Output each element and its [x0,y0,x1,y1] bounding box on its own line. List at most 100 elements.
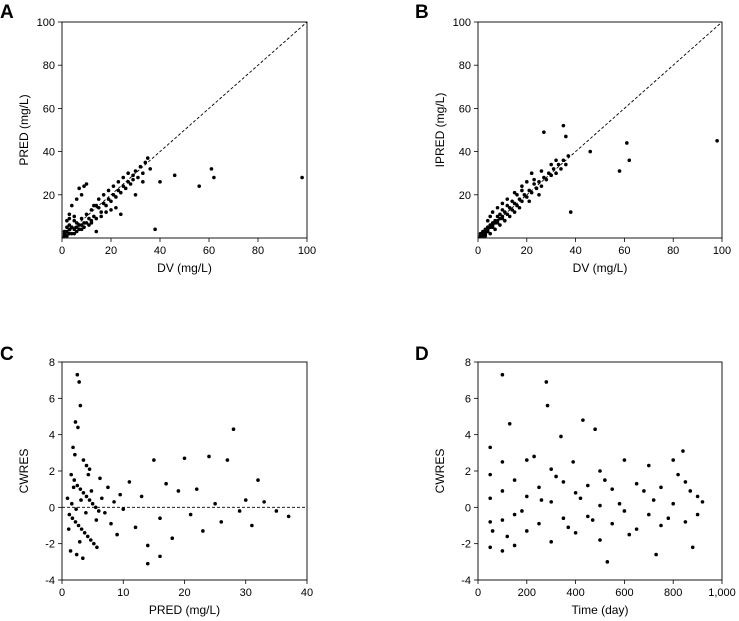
y-tick-label: 40 [43,147,55,159]
data-point [84,463,89,468]
data-point [96,205,101,210]
data-point [225,458,230,462]
data-point [695,512,700,517]
data-point [133,193,138,197]
panel-letter: A [0,2,14,23]
data-point [545,403,550,408]
data-point [145,156,150,160]
y-tick-label: 20 [459,190,471,202]
data-point [76,523,81,528]
data-point [573,530,578,535]
x-axis-title: Time (day) [572,603,629,617]
data-point [522,193,527,197]
data-point [188,512,193,517]
data-point [143,160,148,165]
x-tick-label: 400 [566,587,584,599]
data-point [145,561,150,566]
data-point [500,201,505,206]
data-point [542,175,546,180]
x-tick-label: 60 [618,245,630,257]
data-point [138,164,143,169]
data-point [88,538,93,542]
data-point [74,229,79,234]
y-tick-label: 60 [43,103,55,115]
data-point [72,214,77,219]
data-point [74,507,78,511]
data-point [507,205,512,210]
data-point [106,188,111,193]
data-point [622,458,627,462]
y-tick-label: 20 [43,190,55,202]
panel-letter: C [0,344,14,365]
data-point [116,180,121,184]
data-point [119,190,123,195]
panel-letter: B [415,2,429,23]
data-points [488,372,705,564]
data-point [505,534,510,539]
data-point [525,529,529,533]
x-tick-label: 40 [569,245,581,257]
data-point [78,403,83,408]
x-tick-label: 100 [713,245,731,257]
data-point [89,489,94,493]
data-point [104,203,108,208]
data-point [101,193,106,197]
data-point [695,494,700,499]
data-point [485,229,490,234]
x-tick-label: 0 [59,587,65,599]
data-point [586,483,590,488]
data-point [488,214,493,219]
data-point [70,516,75,521]
data-point [534,186,539,191]
data-point [495,221,500,225]
data-point [503,218,507,223]
data-point [505,203,510,208]
data-point [525,494,529,499]
data-point [537,193,541,197]
data-points [62,156,304,238]
data-point [136,175,140,180]
data-point [500,518,505,522]
data-point [610,521,614,526]
data-point [549,540,553,544]
data-point [243,498,248,502]
y-tick-label: 100 [37,17,55,29]
data-point [529,190,534,195]
data-point [78,487,83,491]
x-tick-label: 10 [117,587,129,599]
data-point [262,500,266,504]
data-point [527,199,532,204]
data-point [490,529,495,533]
data-point [86,472,91,477]
data-point [219,520,224,524]
data-point [65,225,69,229]
data-point [75,372,80,377]
data-point [495,205,500,210]
data-points [65,372,291,566]
data-point [544,177,549,182]
data-point [542,130,546,134]
data-point [231,427,236,432]
data-point [67,227,72,232]
data-point [72,218,77,223]
data-point [131,173,135,178]
data-point [94,216,99,221]
data-point [488,545,493,550]
data-point [71,485,76,490]
x-tick-label: 20 [521,245,533,257]
data-point [520,199,524,204]
data-point [197,184,201,188]
data-point [488,231,493,236]
data-point [106,485,110,490]
data-point [588,149,593,154]
data-point [512,210,517,214]
data-point [681,449,685,453]
data-point [566,154,571,158]
data-point [158,554,162,559]
data-point [573,491,578,495]
data-point [71,445,75,450]
data-point [73,520,78,524]
data-point [89,208,94,212]
data-point [539,498,544,502]
data-point [207,454,211,459]
